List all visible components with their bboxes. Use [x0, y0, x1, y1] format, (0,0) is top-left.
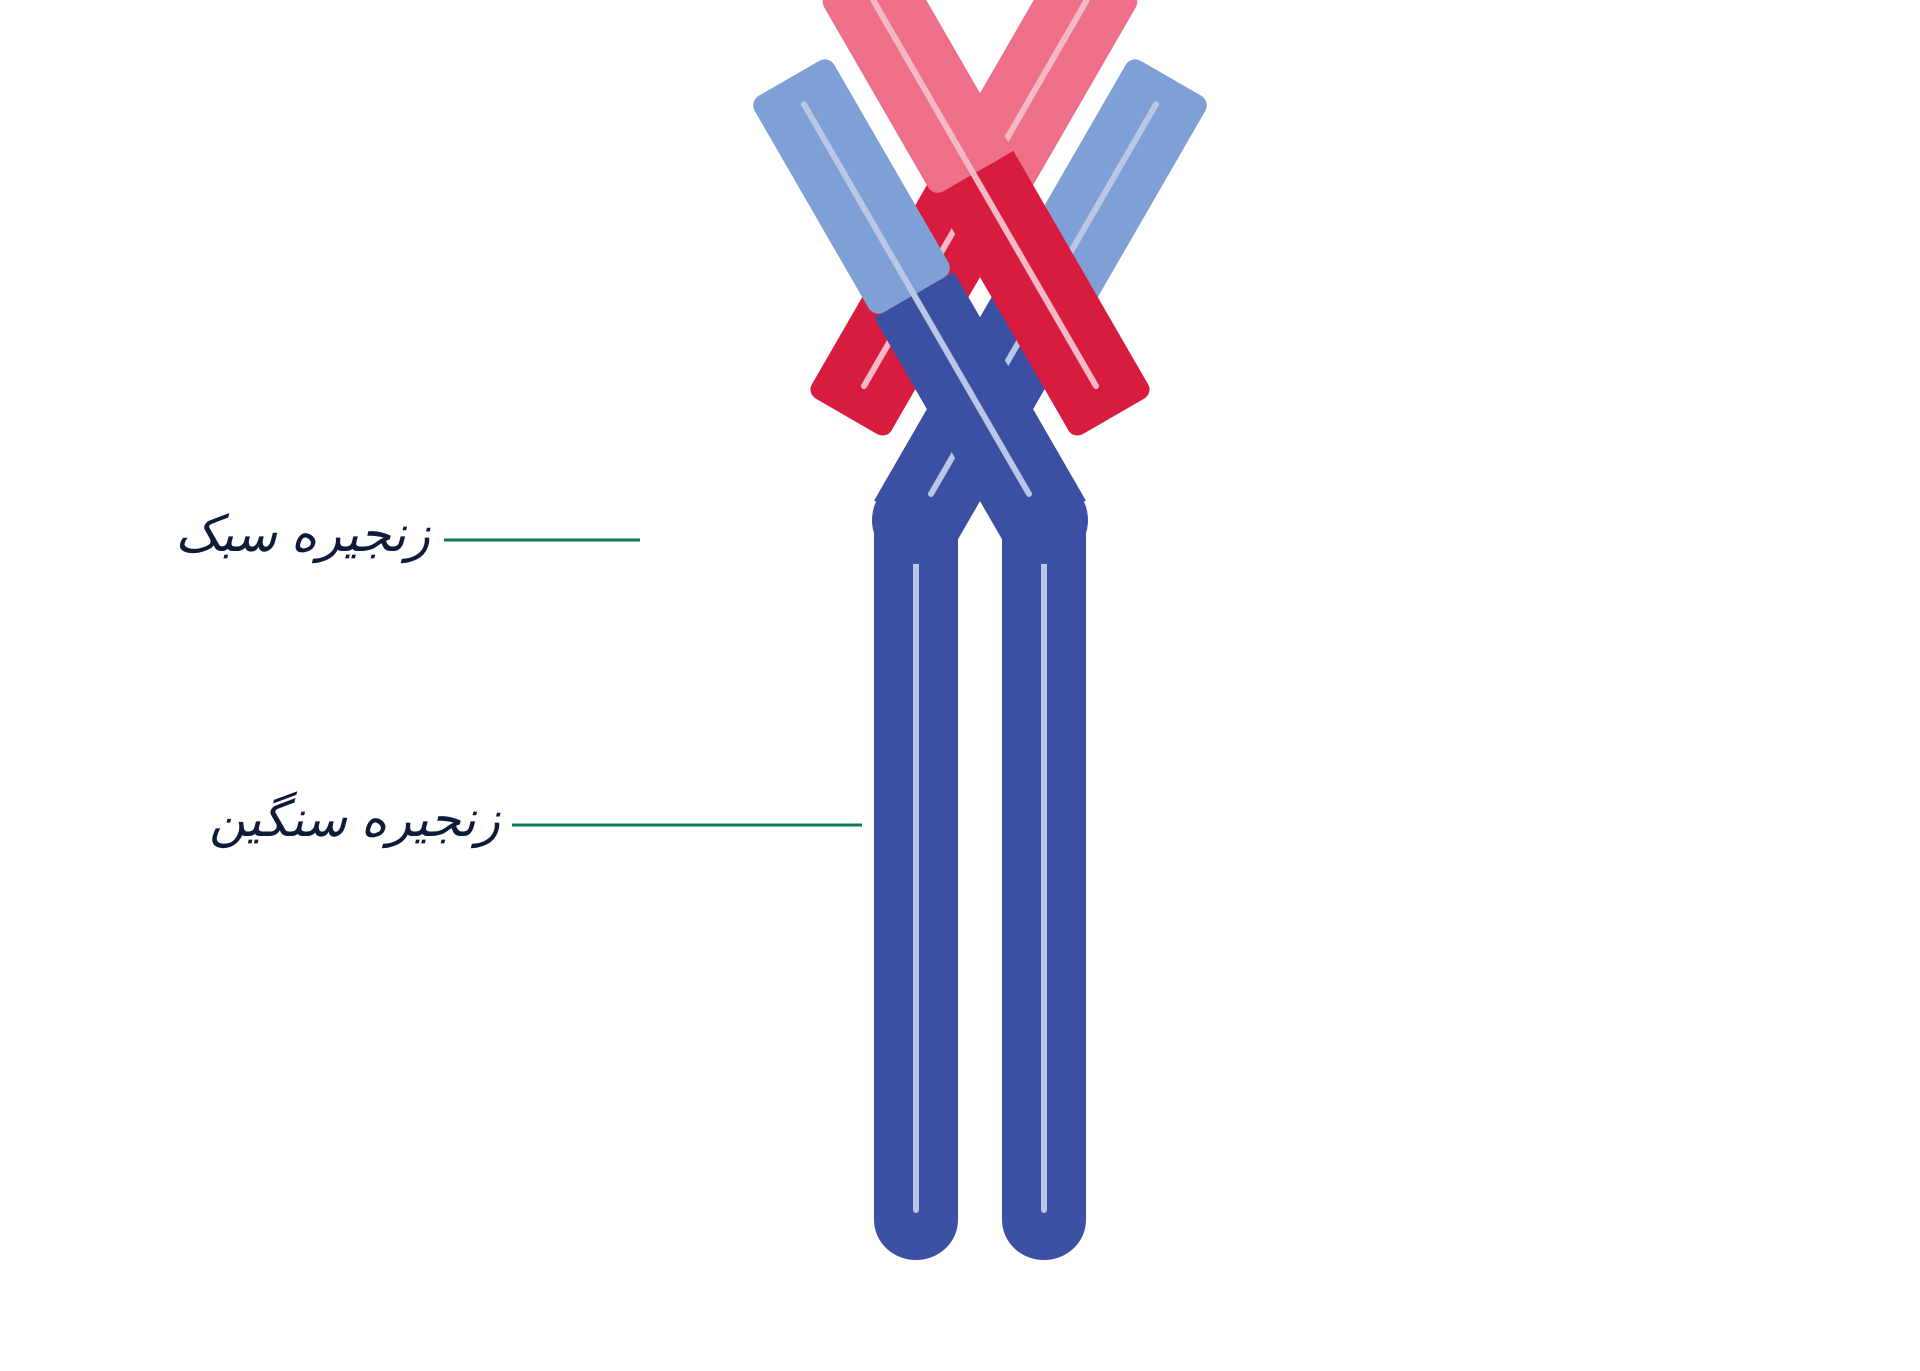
label-heavy-chain: زنجیره سنگین	[209, 790, 500, 848]
label-light-chain: زنجیره سبک	[175, 505, 430, 563]
antibody-svg	[0, 0, 1920, 1371]
antibody-diagram: زنجیره سبک زنجیره سنگین	[0, 0, 1920, 1371]
